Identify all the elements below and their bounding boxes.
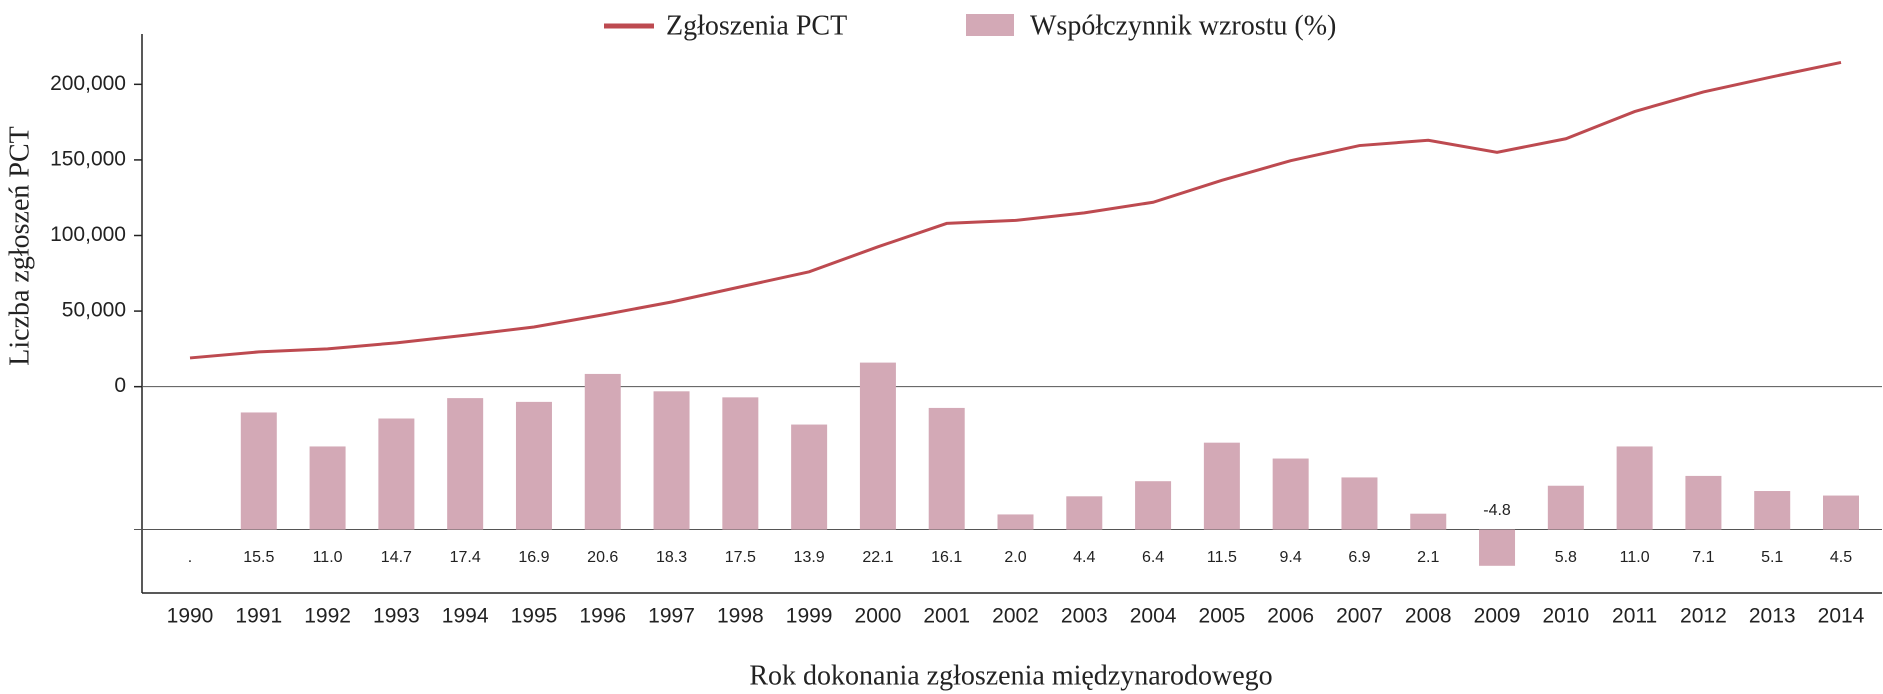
x-tick-label: 1991 (235, 605, 282, 628)
bar (1547, 485, 1584, 530)
x-tick-label: 1990 (167, 605, 214, 628)
bar (1754, 491, 1791, 530)
bar (1479, 529, 1516, 566)
x-tick-label: 2007 (1336, 605, 1383, 628)
bar (240, 412, 277, 530)
data-label: 16.9 (518, 549, 549, 566)
bar (791, 424, 828, 530)
data-label: 6.9 (1348, 549, 1370, 566)
data-label: -4.8 (1483, 502, 1511, 519)
data-label: 18.3 (656, 549, 687, 566)
data-label: 11.0 (313, 549, 343, 566)
x-tick-label: 2009 (1474, 605, 1521, 628)
bar (928, 407, 965, 530)
x-tick-label: 1997 (648, 605, 695, 628)
x-tick-label: 2005 (1199, 605, 1246, 628)
data-label: 5.1 (1761, 549, 1783, 566)
bar (1135, 481, 1172, 530)
data-label: 22.1 (862, 549, 893, 566)
y-tick-label: 200,000 (50, 72, 126, 95)
line (189, 60, 1842, 360)
bar (378, 418, 415, 530)
x-tick-label: 2014 (1818, 605, 1865, 628)
legend-label: Współczynnik wzrostu (%) (1030, 10, 1336, 41)
data-label: 14.7 (381, 549, 412, 566)
x-tick-label: 1993 (373, 605, 420, 628)
data-label: . (188, 549, 192, 566)
bar (515, 401, 552, 530)
bar (1341, 477, 1378, 530)
data-label: 4.4 (1073, 549, 1095, 566)
x-tick-label: 2006 (1267, 605, 1314, 628)
x-tick-label: 2004 (1130, 605, 1177, 628)
data-label: 17.4 (450, 549, 481, 566)
x-tick-label: 2002 (992, 605, 1039, 628)
legend-label: Zgłoszenia PCT (666, 10, 847, 41)
data-label: 16.1 (931, 549, 962, 566)
x-tick-label: 1995 (511, 605, 558, 628)
data-label: 20.6 (587, 549, 618, 566)
y-tick-label: 50,000 (62, 299, 126, 322)
x-tick-label: 1992 (304, 605, 351, 628)
y-tick-label: 100,000 (50, 223, 126, 246)
x-tick-label: 1994 (442, 605, 489, 628)
x-axis-title: Rok dokonania zgłoszenia międzynarodoweg… (749, 660, 1272, 691)
bar (1203, 442, 1240, 530)
bar (859, 362, 896, 530)
data-label: 13.9 (794, 549, 825, 566)
x-tick-label: 2008 (1405, 605, 1452, 628)
bar (1272, 458, 1309, 530)
legend-bar-swatch (966, 14, 1014, 36)
x-tick-label: 2013 (1749, 605, 1796, 628)
y-tick-label: 150,000 (50, 147, 126, 170)
bar (1616, 446, 1653, 530)
data-label: 17.5 (725, 549, 756, 566)
y-tick-label: 0 (114, 374, 126, 397)
bar (1823, 495, 1859, 530)
bar (722, 397, 759, 530)
x-tick-label: 2001 (923, 605, 970, 628)
data-label: 11.5 (1207, 549, 1237, 566)
data-label: 6.4 (1142, 549, 1164, 566)
x-tick-label: 1998 (717, 605, 764, 628)
data-label: 2.1 (1417, 549, 1439, 566)
x-tick-label: 2003 (1061, 605, 1108, 628)
bar (447, 398, 484, 530)
data-label: 9.4 (1280, 549, 1302, 566)
data-label: 15.5 (243, 549, 274, 566)
data-label: 11.0 (1620, 549, 1650, 566)
x-tick-label: 2010 (1542, 605, 1589, 628)
bar (653, 391, 690, 530)
bar (309, 446, 346, 530)
bar (1410, 513, 1447, 530)
x-tick-label: 1996 (579, 605, 626, 628)
x-tick-label: 1999 (786, 605, 833, 628)
x-tick-label: 2012 (1680, 605, 1727, 628)
x-tick-label: 2011 (1612, 605, 1657, 628)
bar (1685, 475, 1722, 530)
data-label: 4.5 (1830, 549, 1852, 566)
y-axis-title: Liczba zgłoszeń PCT (4, 126, 35, 365)
x-tick-label: 2000 (855, 605, 902, 628)
bar (1066, 496, 1103, 530)
bar (997, 514, 1034, 530)
data-label: 7.1 (1692, 549, 1714, 566)
bar (584, 373, 621, 530)
data-label: 5.8 (1555, 549, 1577, 566)
data-label: 2.0 (1004, 549, 1026, 566)
